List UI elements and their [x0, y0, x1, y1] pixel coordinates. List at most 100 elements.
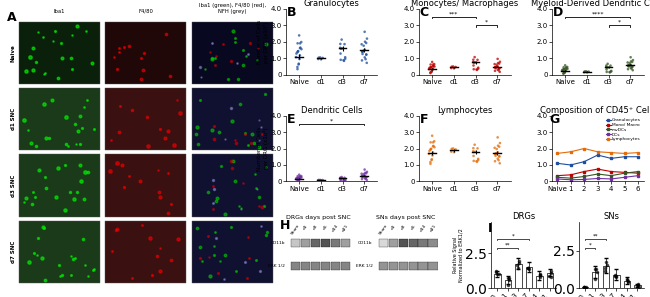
Text: Iba1 (green), F4/80 (red),
NFH (grey): Iba1 (green), F4/80 (red), NFH (grey)	[199, 3, 266, 14]
Point	[610, 273, 621, 277]
DCs	[634, 174, 642, 177]
Point	[494, 144, 504, 149]
Point	[502, 282, 513, 287]
Text: A: A	[7, 11, 17, 24]
Bar	[192, 88, 273, 151]
Text: d5: d5	[322, 223, 329, 230]
Point	[473, 157, 484, 161]
Bar	[398, 239, 408, 247]
Lymphocytes	[593, 150, 601, 154]
Point	[606, 69, 616, 74]
Mono/ Macro	[593, 167, 601, 171]
Point	[425, 160, 436, 165]
Point	[291, 51, 302, 56]
Point	[623, 279, 633, 284]
Bar	[321, 262, 330, 270]
Title: SNs days post SNC: SNs days post SNC	[376, 215, 436, 220]
Point	[590, 267, 600, 271]
Point	[579, 285, 590, 290]
Point	[471, 159, 482, 164]
Point	[361, 52, 372, 57]
Point	[493, 67, 503, 72]
Title: Monocytes/ Macrophages: Monocytes/ Macrophages	[411, 0, 518, 8]
Point	[335, 51, 346, 56]
Bar	[291, 239, 300, 247]
Text: Iba1: Iba1	[53, 9, 65, 14]
Point	[495, 141, 505, 146]
Point	[358, 48, 369, 53]
Point	[469, 55, 480, 59]
Point	[428, 140, 438, 145]
Point	[335, 176, 345, 181]
Point	[356, 171, 367, 176]
Point	[495, 59, 505, 64]
Point	[359, 47, 370, 52]
Point	[491, 64, 502, 69]
Point	[491, 147, 502, 151]
Text: F4/80: F4/80	[138, 9, 153, 14]
mvDCs	[634, 170, 642, 173]
Point	[335, 176, 346, 181]
Point	[601, 260, 612, 265]
Text: d21: d21	[429, 223, 437, 233]
Title: Composition of CD45⁺ Cells: Composition of CD45⁺ Cells	[540, 106, 650, 115]
Point	[493, 271, 504, 276]
Point	[605, 63, 616, 68]
Point	[295, 174, 306, 179]
Point	[292, 41, 303, 46]
mvDCs	[553, 176, 561, 179]
Point	[317, 178, 328, 182]
Text: *: *	[589, 242, 592, 247]
Point	[600, 268, 610, 273]
Text: B: B	[287, 7, 296, 19]
Point	[359, 173, 370, 178]
Point	[493, 64, 503, 69]
Point	[335, 177, 346, 182]
Point	[426, 69, 437, 74]
Granulocytes	[607, 157, 615, 160]
Bar	[19, 221, 100, 283]
Bar	[341, 239, 350, 247]
Bar	[311, 239, 320, 247]
Point	[424, 148, 435, 153]
Point	[523, 265, 533, 270]
Point	[559, 67, 569, 72]
Text: **: **	[505, 242, 511, 247]
Point	[339, 42, 350, 47]
Point	[359, 172, 369, 177]
Bar	[341, 262, 350, 270]
Point	[426, 157, 437, 162]
Point	[625, 66, 636, 70]
Point	[425, 147, 436, 152]
Text: H: H	[280, 219, 291, 232]
Title: Myeloid-Derived Dendritic Cells: Myeloid-Derived Dendritic Cells	[531, 0, 650, 8]
Point	[450, 65, 461, 69]
Point	[512, 265, 523, 270]
Point	[358, 49, 368, 54]
Point	[293, 178, 304, 183]
Point	[535, 274, 545, 279]
Point	[292, 49, 303, 54]
Point	[623, 63, 634, 68]
Point	[293, 62, 304, 67]
Text: Sham: Sham	[291, 223, 301, 236]
Point	[340, 55, 350, 60]
Point	[581, 285, 592, 290]
Bar	[105, 88, 187, 151]
Bar	[311, 262, 320, 270]
Point	[339, 178, 349, 183]
Point	[359, 43, 369, 48]
Point	[448, 146, 458, 151]
Bar	[515, 264, 521, 288]
Point	[339, 176, 350, 180]
Point	[359, 29, 370, 34]
Bar	[526, 267, 532, 288]
Point	[337, 37, 347, 42]
Text: Naive: Naive	[11, 44, 16, 62]
Point	[601, 65, 612, 69]
Point	[426, 157, 437, 162]
Point	[561, 66, 571, 71]
Point	[313, 178, 324, 182]
Point	[469, 67, 479, 72]
Point	[426, 65, 436, 69]
